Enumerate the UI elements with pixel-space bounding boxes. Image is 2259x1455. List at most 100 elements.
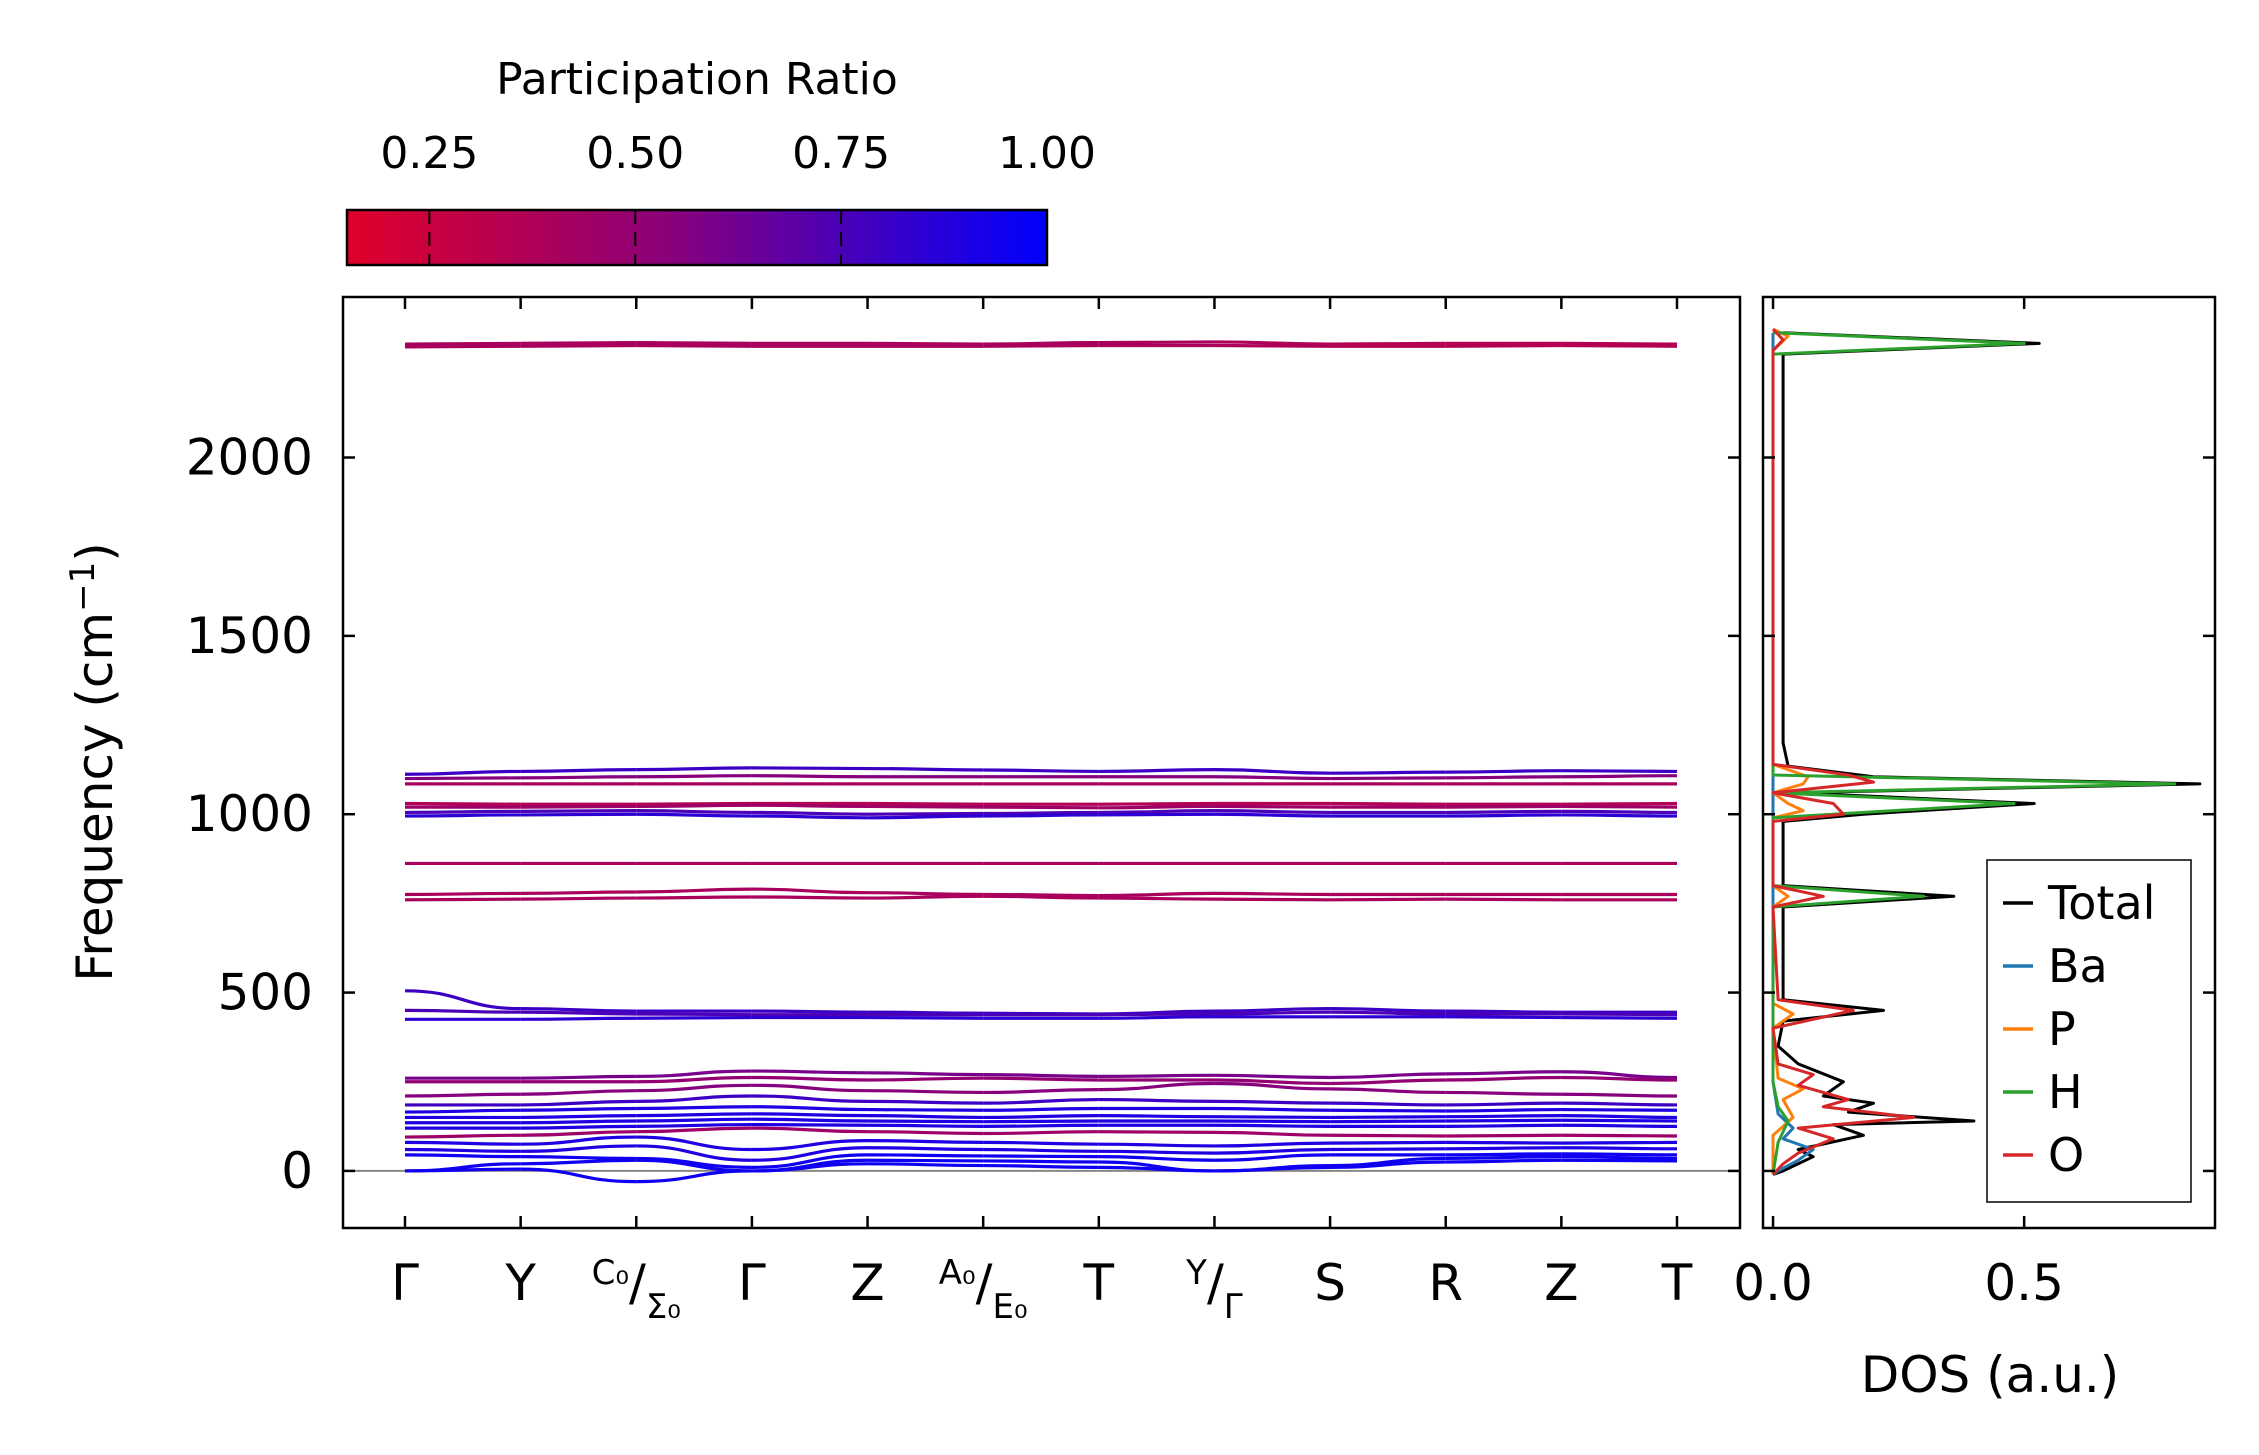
band-band-26 — [404, 1144, 1678, 1162]
band-segment — [636, 887, 752, 894]
band-segment — [1561, 1015, 1678, 1020]
band-segment — [1098, 768, 1215, 774]
band-segment — [1330, 1140, 1446, 1145]
band-segment — [867, 1153, 984, 1158]
band-segment — [1330, 801, 1446, 806]
dos-legend-items: Total Ba PHO — [2003, 876, 2155, 1182]
legend-label-Total: Total — [2047, 876, 2155, 930]
band-segment — [1445, 1118, 1562, 1123]
band-segment — [1561, 813, 1678, 818]
band-segment — [1098, 1081, 1215, 1092]
band-segment — [1445, 1140, 1562, 1145]
band-segment — [751, 774, 868, 779]
dos-frame — [1761, 295, 2217, 1230]
band-segment — [983, 343, 1099, 348]
band-segment — [751, 1009, 868, 1014]
band-segment — [1561, 1155, 1678, 1161]
band-segment — [751, 1105, 868, 1112]
legend-label-P: P — [2048, 1002, 2076, 1056]
dos-plot-area — [1771, 327, 2202, 1176]
band-segment — [520, 1089, 637, 1096]
kpath-label-sup: C₀ — [592, 1253, 629, 1293]
band-segment — [867, 1158, 984, 1163]
band-band-3 — [404, 766, 1678, 776]
band-segment — [636, 895, 752, 900]
band-segment — [751, 1083, 868, 1093]
band-segment — [1098, 1142, 1215, 1148]
band-segment — [520, 341, 637, 345]
band-segment — [867, 1107, 984, 1112]
band-segment — [983, 1119, 1099, 1124]
band-segment — [1561, 1101, 1678, 1107]
band-segment — [1098, 1015, 1215, 1020]
band-segment — [983, 1163, 1099, 1169]
band-band-25 — [404, 1135, 1678, 1152]
band-segment — [1098, 1165, 1215, 1173]
band-segment — [520, 1114, 637, 1120]
band-segment — [1561, 1012, 1678, 1017]
band-segment — [1445, 1101, 1562, 1107]
band-band-6 — [404, 801, 1678, 806]
kpath-label-sup: A₀ — [939, 1253, 976, 1293]
dos-lines — [1771, 327, 2202, 1176]
band-segment — [1214, 1106, 1331, 1112]
band-segment — [1098, 1012, 1215, 1017]
band-segment — [636, 801, 752, 806]
legend-label-H: H — [2048, 1065, 2083, 1119]
band-segment — [1214, 1081, 1331, 1091]
band-band-14 — [404, 1008, 1678, 1017]
band-segment — [1561, 341, 1678, 346]
band-segment — [1098, 1155, 1215, 1162]
band-segment — [983, 1159, 1099, 1164]
legend-label-Ba: Ba — [2048, 939, 2108, 993]
band-segment — [1561, 1133, 1678, 1138]
band-segment — [1445, 809, 1562, 815]
dos-legend-box — [1986, 859, 2192, 1203]
band-segment — [636, 1083, 752, 1093]
dos-x-tick-label: 0.0 — [1733, 1254, 1813, 1312]
band-segment — [520, 1167, 637, 1184]
band-segment — [404, 897, 521, 902]
y-tick-label: 2000 — [186, 429, 313, 487]
band-segment — [1098, 1114, 1215, 1119]
band-segment — [1330, 1078, 1446, 1086]
band-segment — [751, 1112, 868, 1118]
band-segment — [751, 1146, 868, 1162]
band-segment — [1214, 1073, 1331, 1080]
band-segment — [1445, 1009, 1562, 1014]
band-segment — [404, 776, 521, 781]
band-segment — [867, 801, 984, 806]
kpath-label-sub: Γ — [1224, 1287, 1243, 1327]
band-segment — [1098, 801, 1215, 806]
band-segment — [1561, 1158, 1678, 1163]
band-segment — [520, 1010, 637, 1016]
band-segment — [983, 805, 1099, 810]
band-segment — [1098, 804, 1215, 810]
band-band-1 — [404, 340, 1678, 346]
band-segment — [520, 1135, 637, 1146]
band-segment — [520, 1119, 637, 1125]
band-segment — [983, 1140, 1099, 1146]
kpath-label: R — [1428, 1254, 1463, 1312]
band-segment — [1561, 769, 1678, 774]
band-segment — [983, 810, 1099, 816]
band-segment — [1445, 1107, 1562, 1113]
kpath-label-sub: Σ₀ — [646, 1287, 681, 1327]
band-segment — [1330, 1115, 1446, 1120]
band-band-17 — [405, 1075, 1678, 1086]
band-segment — [636, 343, 752, 348]
band-segment — [867, 1076, 984, 1082]
band-segment — [1098, 896, 1215, 901]
band-segment — [636, 1126, 752, 1134]
band-segment — [1214, 1165, 1331, 1173]
band-segment — [1445, 1114, 1562, 1119]
band-segment — [1330, 1160, 1446, 1169]
band-segment — [520, 1130, 637, 1137]
band-segment — [983, 1114, 1099, 1120]
band-segment — [983, 768, 1099, 774]
band-segment — [1214, 1141, 1331, 1148]
band-segment — [1098, 809, 1215, 815]
band-segment — [404, 1147, 521, 1153]
band-segment — [1330, 770, 1446, 775]
